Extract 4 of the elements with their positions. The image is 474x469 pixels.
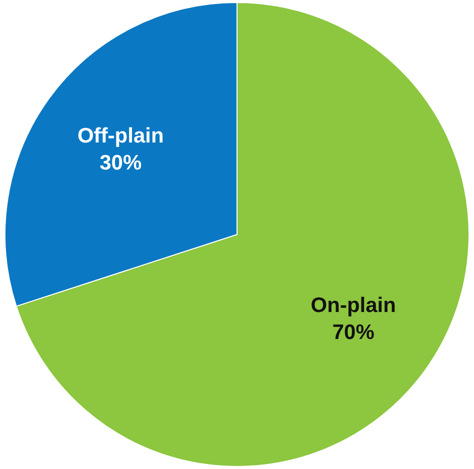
data-label: 70%	[332, 320, 375, 344]
slice-label: On-plain	[310, 294, 396, 317]
slice-label: Off-plain	[77, 124, 164, 148]
data-label: 30%	[100, 152, 142, 175]
